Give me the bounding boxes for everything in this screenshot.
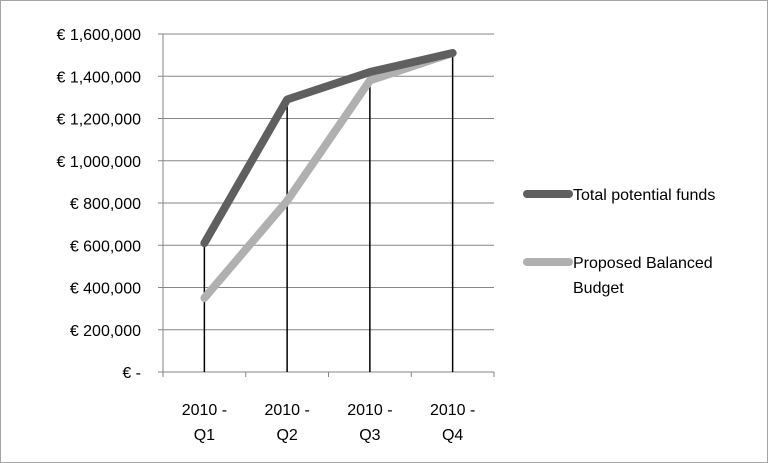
y-tick-label: € 800,000 [70,196,141,213]
series-line [200,49,457,248]
y-tick-label: € 1,000,000 [56,154,141,171]
y-tick-label: € 200,000 [70,323,141,340]
legend-label: Total potential funds [573,187,715,204]
axes [158,33,495,377]
drop-lines [203,53,454,372]
legend-label: Proposed Balanced Budget [573,255,713,297]
legend: Total potential funds Proposed Balanced Bu… [523,187,715,297]
x-tick-label: 2010 -Q4 [430,402,475,444]
y-tick-label: € 600,000 [70,238,141,255]
x-tick-label: 2010 -Q1 [182,402,227,444]
x-tick-labels: 2010 -Q1 2010 -Q2 2010 -Q3 2010 -Q4 [182,402,476,444]
series-lines [200,49,457,303]
y-tick-label: € - [122,365,141,382]
x-tick-label: 2010 -Q3 [347,402,392,444]
series-line [200,49,457,303]
y-tick-labels: € - € 200,000 € 400,000 € 600,000 € 800,000 €… [56,27,141,382]
y-tick-label: € 1,400,000 [56,69,141,86]
y-tick-label: € 1,600,000 [56,27,141,44]
y-tick-label: € 400,000 [70,281,141,298]
y-tick-label: € 1,200,000 [56,112,141,129]
x-tick-label: 2010 -Q2 [264,402,309,444]
